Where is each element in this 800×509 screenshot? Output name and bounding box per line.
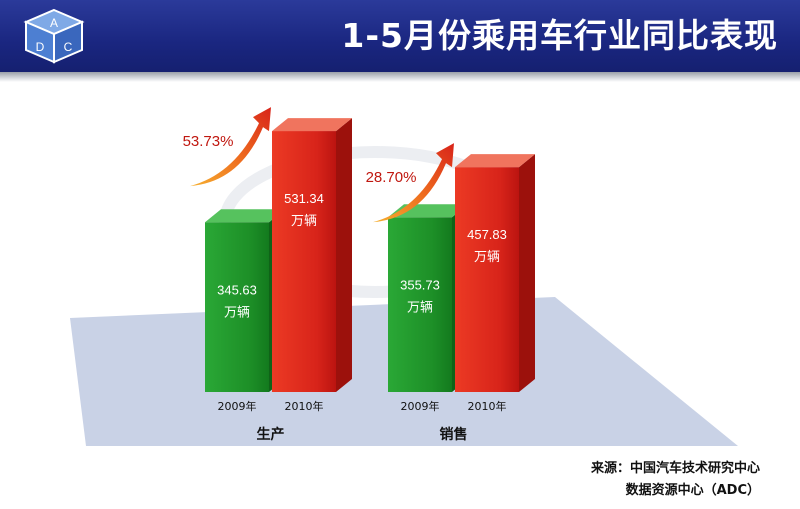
bar (205, 222, 269, 392)
bar-year-label: 2009年 (218, 399, 257, 413)
growth-label: 53.73% (183, 133, 234, 150)
source-note: 来源：中国汽车技术研究中心 数据资源中心（ADC） (591, 458, 760, 502)
logo-letter-d: D (36, 40, 45, 54)
bar-value-label: 355.73 (400, 277, 440, 292)
bar-unit-label: 万辆 (407, 300, 433, 315)
growth-arrow (373, 143, 454, 223)
title-bar: A D C 1-5月份乘用车行业同比表现 (0, 0, 800, 72)
category-label: 销售 (440, 426, 468, 443)
chart: 345.63万辆2009年531.34万辆2010年生产53.73%355.73… (70, 107, 738, 446)
bar-top (205, 209, 285, 223)
bar-top (272, 118, 352, 132)
growth-label: 28.70% (366, 169, 417, 186)
source-line-1: 来源：中国汽车技术研究中心 (590, 461, 760, 476)
bar-top (455, 154, 535, 168)
source-line-2: 数据资源中心（ADC） (625, 483, 760, 498)
bar-value-label: 531.34 (284, 191, 324, 206)
growth-arrow (190, 107, 271, 187)
logo-letter-c: C (64, 40, 73, 54)
bar-unit-label: 万辆 (474, 250, 500, 265)
logo-letter-a: A (50, 16, 58, 30)
bar (272, 131, 336, 393)
adc-logo-icon: A D C (23, 8, 85, 64)
bar-year-label: 2010年 (468, 399, 507, 413)
bar (388, 217, 452, 392)
bar-value-label: 457.83 (467, 227, 507, 242)
bar-unit-label: 万辆 (224, 305, 250, 320)
bar-side (519, 154, 535, 392)
bar-year-label: 2009年 (401, 399, 440, 413)
title-bar-shadow (0, 72, 800, 82)
category-label: 生产 (257, 426, 285, 443)
bar (455, 167, 519, 392)
page-title: 1-5月份乘用车行业同比表现 (341, 16, 778, 55)
bar-unit-label: 万辆 (291, 214, 317, 229)
bar-year-label: 2010年 (285, 399, 324, 413)
bar-side (336, 118, 352, 393)
bar-value-label: 345.63 (217, 282, 257, 297)
